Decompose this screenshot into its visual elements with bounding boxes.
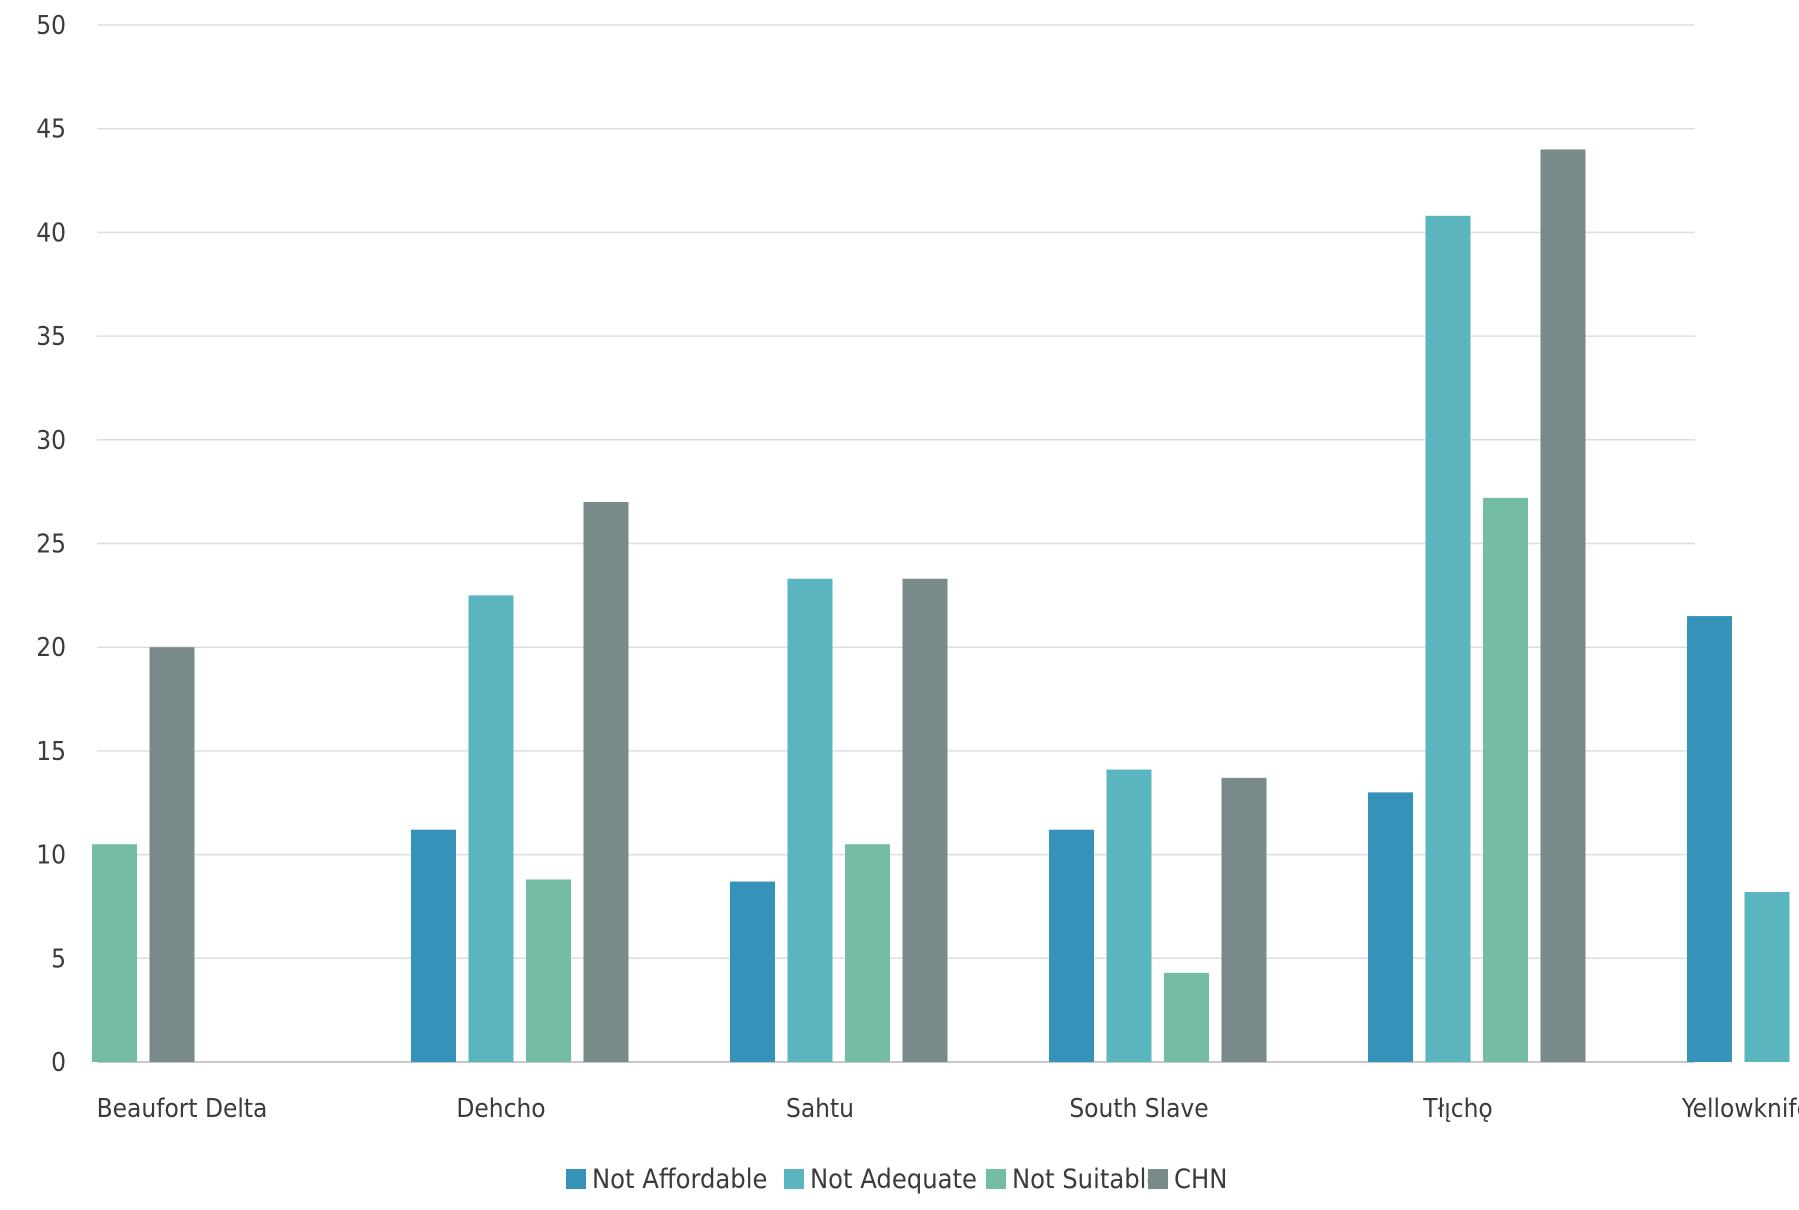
bar-not-adequate	[1106, 769, 1152, 1062]
bar-not-suitable	[1483, 497, 1528, 1062]
bar-not-affordable	[730, 881, 775, 1062]
bar-not-adequate	[787, 578, 833, 1062]
legend: Not Affordable Not Adequate Not Suitable CH…	[566, 1164, 1227, 1195]
x-tick-label: Tłı̨chǫ	[1422, 1094, 1492, 1124]
bar-chn	[902, 578, 948, 1062]
bar-chn	[1540, 149, 1586, 1062]
x-tick-label: South Slave	[1069, 1094, 1208, 1124]
legend-swatch	[566, 1169, 586, 1189]
legend-swatch	[986, 1169, 1006, 1189]
bar-not-affordable	[1049, 829, 1094, 1062]
bars	[92, 149, 1790, 1063]
bar-not-suitable	[1164, 972, 1209, 1062]
y-tick-label: 10	[36, 841, 66, 871]
legend-swatch	[1148, 1169, 1168, 1189]
y-tick-label: 5	[51, 944, 66, 974]
gridlines	[97, 24, 1695, 1063]
x-tick-label: Beaufort Delta	[97, 1094, 268, 1124]
bar-chn	[583, 502, 629, 1062]
bar-not-affordable	[1368, 792, 1413, 1062]
y-axis-ticks: 0 5 10 15 20 25 30 35 40 45 50	[36, 11, 66, 1078]
y-tick-label: 35	[36, 322, 66, 352]
y-tick-label: 45	[36, 115, 66, 145]
y-tick-label: 20	[36, 633, 66, 663]
y-tick-label: 50	[36, 11, 66, 41]
y-tick-label: 25	[36, 530, 66, 560]
bar-not-adequate	[1425, 215, 1471, 1063]
bar-not-suitable	[92, 844, 137, 1062]
bar-not-suitable	[845, 844, 890, 1062]
bar-not-adequate	[468, 595, 514, 1062]
y-tick-label: 0	[51, 1048, 66, 1078]
y-tick-label: 30	[36, 426, 66, 456]
legend-label: Not Adequate	[810, 1164, 977, 1195]
y-tick-label: 40	[36, 218, 66, 248]
x-tick-label: Yellowknife Area	[1681, 1094, 1799, 1124]
legend-swatch	[784, 1169, 804, 1189]
y-tick-label: 15	[36, 737, 66, 767]
x-axis-ticks: Beaufort Delta Dehcho Sahtu South Slave Tłı̨…	[97, 1094, 1799, 1124]
legend-label: CHN	[1174, 1164, 1227, 1195]
bar-not-affordable	[411, 829, 456, 1062]
bar-chn	[1221, 777, 1267, 1062]
bar-not-affordable	[1687, 616, 1732, 1062]
legend-label: Not Affordable	[592, 1164, 767, 1195]
bar-not-suitable	[526, 879, 571, 1062]
legend-label: Not Suitable	[1012, 1164, 1161, 1195]
x-tick-label: Sahtu	[786, 1094, 854, 1124]
bar-chn	[149, 647, 195, 1062]
x-tick-label: Dehcho	[456, 1094, 545, 1124]
bar-not-adequate	[1744, 891, 1790, 1062]
